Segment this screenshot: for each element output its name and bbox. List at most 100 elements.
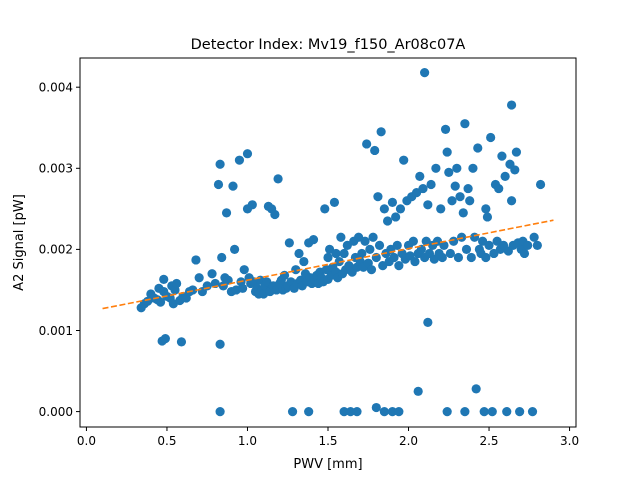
data-point	[469, 232, 480, 242]
fit-line-group	[102, 219, 554, 310]
y-axis-ticks: 0.000 0.001 0.002 0.003 0.004	[39, 80, 80, 419]
data-point	[228, 181, 238, 191]
data-point	[320, 204, 330, 214]
data-point	[420, 68, 430, 78]
data-point	[481, 252, 491, 263]
data-point	[155, 297, 166, 307]
data-point	[449, 236, 459, 246]
data-point	[511, 147, 522, 157]
data-point	[423, 317, 433, 327]
data-point	[234, 155, 245, 165]
data-point	[238, 283, 248, 293]
x-tick-label: 1.5	[318, 434, 337, 448]
chart-title: Detector Index: Mv19_f150_Ar08c07A	[191, 37, 466, 53]
data-point	[436, 204, 446, 214]
data-point	[160, 334, 170, 344]
data-point	[362, 139, 372, 149]
data-point	[460, 406, 470, 417]
data-point	[215, 159, 225, 169]
data-point	[457, 232, 467, 242]
data-point	[439, 240, 449, 250]
data-point	[360, 236, 370, 246]
plot-frame	[79, 57, 577, 428]
data-point	[447, 196, 457, 206]
x-tick-label: 0.0	[77, 434, 96, 448]
data-point	[529, 232, 539, 242]
data-point	[188, 285, 198, 295]
data-point	[519, 248, 530, 259]
data-point	[410, 256, 420, 267]
y-tick-label: 0.002	[39, 243, 73, 257]
data-point	[461, 244, 472, 254]
data-point	[172, 278, 182, 289]
data-point	[215, 339, 225, 349]
data-point	[284, 238, 294, 248]
data-point	[366, 265, 377, 275]
data-point	[455, 192, 465, 202]
data-point	[230, 244, 240, 254]
data-point	[323, 252, 333, 263]
data-point	[426, 179, 436, 190]
data-point	[159, 274, 169, 284]
data-point	[207, 269, 217, 279]
data-point	[473, 143, 483, 153]
data-point	[336, 232, 346, 242]
data-point	[394, 406, 404, 417]
data-point	[247, 200, 257, 210]
data-point	[482, 212, 493, 222]
data-point	[299, 256, 309, 267]
x-tick-label: 1.0	[238, 434, 257, 448]
data-point	[408, 236, 418, 246]
data-point	[194, 273, 204, 283]
data-point	[382, 216, 393, 226]
data-point	[442, 147, 452, 157]
data-point	[223, 275, 233, 285]
data-point	[500, 171, 510, 181]
data-point	[331, 248, 341, 259]
data-point	[465, 196, 475, 206]
data-point	[527, 406, 538, 417]
y-tick-label: 0.004	[39, 80, 73, 94]
data-point	[379, 204, 389, 214]
data-point	[329, 197, 340, 207]
data-point	[387, 406, 398, 417]
data-point	[506, 100, 517, 110]
data-point	[176, 337, 187, 347]
data-point	[415, 171, 425, 181]
data-point	[339, 406, 349, 417]
data-point	[213, 179, 224, 190]
data-point	[497, 151, 507, 161]
data-point	[357, 248, 367, 259]
data-point	[431, 163, 441, 173]
data-point	[376, 127, 386, 137]
data-point	[394, 261, 404, 271]
data-point	[487, 406, 497, 417]
data-point	[270, 209, 280, 220]
x-axis-ticks: 0.0 0.5 1.0 1.5 2.0 2.5 3.0	[77, 427, 579, 448]
data-point	[523, 240, 533, 250]
data-point	[440, 124, 451, 134]
data-point	[373, 192, 383, 202]
x-tick-label: 2.5	[479, 434, 498, 448]
data-point	[365, 244, 375, 254]
y-tick-label: 0.003	[39, 162, 73, 176]
data-point	[468, 163, 478, 173]
data-point	[395, 204, 406, 214]
data-point	[215, 406, 225, 417]
data-point	[379, 406, 389, 417]
data-point	[389, 252, 399, 263]
data-point	[371, 402, 381, 413]
data-point	[494, 183, 504, 194]
y-tick-label: 0.001	[39, 324, 73, 338]
data-point	[437, 252, 447, 263]
data-point	[466, 252, 476, 263]
data-point	[287, 406, 298, 417]
data-point	[471, 384, 481, 394]
data-point	[442, 406, 452, 417]
data-point	[273, 174, 283, 184]
data-point	[484, 240, 494, 250]
data-point	[444, 167, 454, 177]
data-point	[387, 197, 398, 207]
data-point	[453, 252, 464, 263]
